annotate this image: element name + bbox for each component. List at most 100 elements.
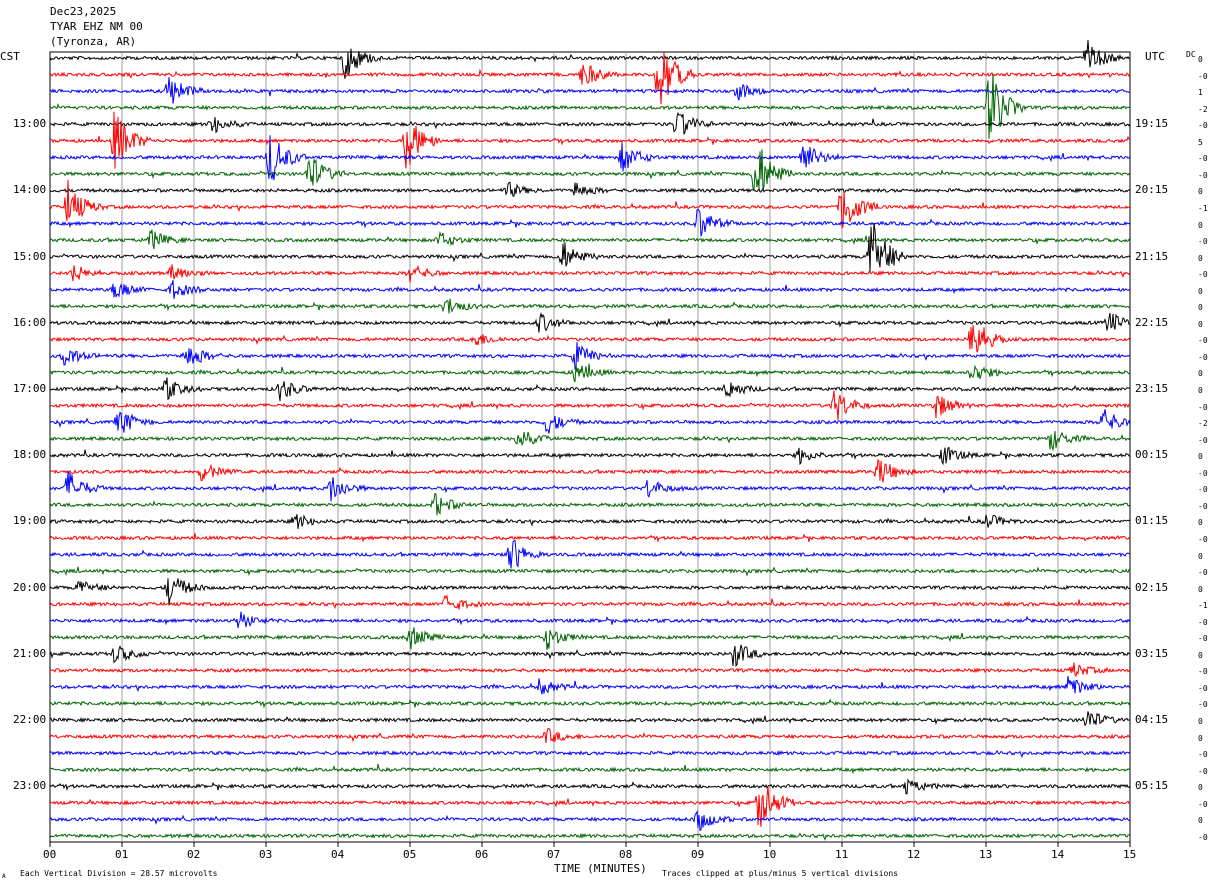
trace-17 (49, 325, 1131, 353)
dc-offset-label: 0 (1198, 303, 1203, 313)
plot-frame (49, 51, 1131, 843)
dc-offset-label: -0 (1198, 700, 1208, 710)
trace-4 (49, 111, 1131, 135)
right-hour-label: 19:15 (1135, 117, 1169, 131)
trace-34 (49, 611, 1131, 629)
dc-offset-label: -0 (1198, 237, 1208, 247)
trace-13 (49, 264, 1131, 283)
dc-offset-label: -0 (1198, 766, 1208, 776)
trace-40 (49, 711, 1131, 727)
dc-offset-label: -1 (1198, 203, 1208, 213)
dc-offset-label: 0 (1198, 816, 1203, 826)
dc-offset-label: -0 (1198, 634, 1208, 644)
dc-offset-label: 0 (1198, 783, 1203, 793)
trace-18 (49, 342, 1131, 371)
right-hour-label: 02:15 (1135, 580, 1169, 594)
trace-3 (49, 73, 1131, 139)
trace-0 (49, 39, 1131, 79)
dc-offset-label: -0 (1198, 501, 1208, 511)
left-hour-label: 18:00 (13, 448, 47, 462)
right-hour-label: 23:15 (1135, 382, 1169, 395)
dc-offset-label: 0 (1198, 650, 1203, 660)
trace-28 (49, 514, 1131, 529)
left-hour-label: 20:00 (13, 580, 47, 594)
trace-35 (49, 627, 1130, 651)
dc-offset-label: 0 (1198, 55, 1203, 64)
dc-offset-label: -2 (1198, 104, 1208, 114)
left-hour-label: 19:00 (13, 514, 47, 528)
trace-41 (49, 727, 1131, 743)
dc-offset-label: -0 (1198, 402, 1208, 412)
right-timezone-label: UTC (1145, 50, 1165, 63)
right-hour-label: 05:15 (1135, 779, 1169, 793)
trace-42 (49, 749, 1131, 759)
trace-2 (49, 77, 1131, 104)
dc-offset-label: -0 (1198, 352, 1208, 362)
x-tick-label: 05 (403, 848, 417, 861)
dc-offset-label: -0 (1198, 71, 1208, 81)
dc-offset-label: -0 (1198, 270, 1208, 280)
trace-20 (49, 377, 1131, 402)
right-hour-label: 03:15 (1135, 646, 1169, 660)
left-hour-label: 14:00 (13, 183, 47, 197)
dc-offset-label: -0 (1198, 170, 1208, 180)
left-hour-label: 16:00 (13, 315, 47, 329)
x-tick-label: 04 (331, 848, 345, 861)
right-hour-label: 21:15 (1135, 249, 1169, 263)
trace-46 (49, 810, 1131, 832)
dc-offset-label: 0 (1198, 319, 1203, 329)
left-hour-label: 15:00 (13, 249, 47, 263)
x-tick-label: 11 (835, 848, 849, 861)
dc-offset-label: 0 (1198, 253, 1203, 263)
header-location: (Tyronza, AR) (50, 35, 137, 48)
dc-offset-label: -0 (1198, 750, 1208, 760)
trace-27 (49, 492, 1131, 516)
dc-offset-label: -0 (1198, 568, 1208, 578)
trace-29 (49, 533, 1131, 543)
x-axis-label: TIME (MINUTES) (554, 862, 647, 875)
dc-offset-label: 0 (1198, 584, 1203, 594)
dc-offset-label: 0 (1198, 286, 1203, 296)
trace-12 (49, 223, 1131, 273)
corner-mark: A (2, 873, 6, 880)
dc-offset-label: -0 (1198, 468, 1208, 478)
trace-8 (49, 181, 1131, 197)
trace-14 (49, 280, 1131, 300)
dc-offset-label: -2 (1198, 419, 1208, 429)
trace-5 (49, 111, 1131, 169)
dc-offset-label: -0 (1198, 336, 1208, 346)
header-station: TYAR EHZ NM 00 (50, 20, 143, 33)
x-tick-label: 09 (691, 848, 705, 861)
x-tick-label: 14 (1051, 848, 1065, 861)
x-tick-label: 15 (1123, 848, 1137, 861)
right-hour-label: 22:15 (1135, 315, 1169, 329)
trace-37 (49, 662, 1131, 678)
header-date: Dec23,2025 (50, 5, 117, 18)
dc-offset-label: -0 (1198, 534, 1208, 544)
trace-45 (49, 786, 1130, 827)
trace-22 (49, 409, 1131, 434)
dc-offset-label: 0 (1198, 518, 1203, 528)
trace-23 (49, 430, 1131, 452)
trace-31 (50, 566, 1131, 577)
seismic-traces (49, 39, 1131, 841)
trace-26 (49, 470, 1131, 502)
trace-7 (49, 149, 1131, 192)
dc-offset-label: 0 (1198, 717, 1203, 726)
left-hour-label: 22:00 (13, 713, 47, 726)
trace-10 (49, 208, 1131, 237)
dc-offset-label: -0 (1198, 799, 1208, 809)
trace-16 (49, 311, 1131, 333)
x-tick-label: 06 (475, 848, 489, 861)
x-tick-label: 01 (115, 848, 129, 861)
trace-11 (49, 229, 1131, 250)
trace-38 (49, 676, 1131, 695)
right-hour-label: 01:15 (1135, 514, 1169, 528)
right-hour-label: 20:15 (1135, 183, 1169, 197)
trace-19 (49, 363, 1131, 383)
left-hour-label: 23:00 (13, 779, 47, 793)
x-tick-label: 07 (547, 848, 561, 861)
dc-offset-label: -0 (1198, 485, 1208, 495)
dc-offset-label: -0 (1198, 154, 1208, 164)
dc-offset-label: 0 (1198, 452, 1203, 462)
